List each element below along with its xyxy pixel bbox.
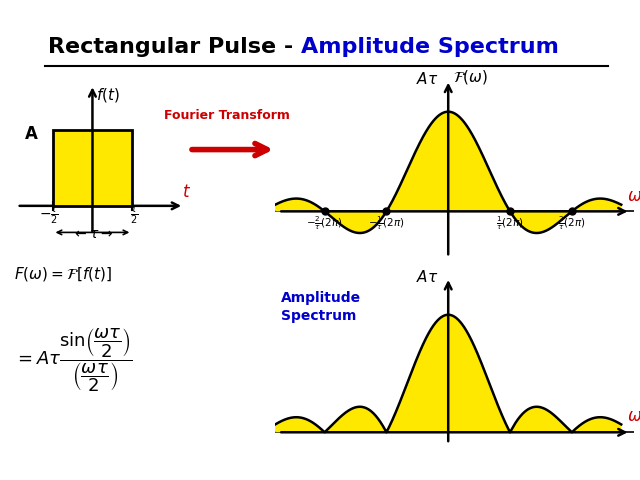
Text: $-\frac{\tau}{2}$: $-\frac{\tau}{2}$ xyxy=(39,204,58,226)
Text: Amplitude Spectrum: Amplitude Spectrum xyxy=(301,37,559,57)
Text: A: A xyxy=(25,125,38,143)
Text: $f(t)$: $f(t)$ xyxy=(95,86,120,104)
Text: $\frac{2}{\tau}(2\pi)$: $\frac{2}{\tau}(2\pi)$ xyxy=(558,215,586,232)
Text: $t$: $t$ xyxy=(182,183,191,201)
Text: Amplitude
Spectrum: Amplitude Spectrum xyxy=(282,291,362,323)
Text: $= A\tau \dfrac{\sin\!\left(\dfrac{\omega\tau}{2}\right)}{\left(\dfrac{\omega\ta: $= A\tau \dfrac{\sin\!\left(\dfrac{\omeg… xyxy=(13,327,132,395)
Text: $\omega$: $\omega$ xyxy=(627,407,640,424)
Text: $-\frac{1}{\tau}(2\pi)$: $-\frac{1}{\tau}(2\pi)$ xyxy=(368,215,404,232)
Text: $A\tau$: $A\tau$ xyxy=(417,269,439,285)
Text: $\mathcal{F}(\omega)$: $\mathcal{F}(\omega)$ xyxy=(453,68,488,86)
Text: $\frac{\tau}{2}$: $\frac{\tau}{2}$ xyxy=(130,204,138,226)
Text: $\frac{1}{\tau}(2\pi)$: $\frac{1}{\tau}(2\pi)$ xyxy=(496,215,524,232)
Text: $\leftarrow \tau \rightarrow$: $\leftarrow \tau \rightarrow$ xyxy=(72,228,113,241)
Text: Rectangular Pulse -: Rectangular Pulse - xyxy=(48,37,301,57)
Polygon shape xyxy=(52,130,132,206)
Text: $F(\omega) = \mathcal{F}\left[f(t)\right]$: $F(\omega) = \mathcal{F}\left[f(t)\right… xyxy=(13,265,111,283)
Text: $-\frac{2}{\tau}(2\pi)$: $-\frac{2}{\tau}(2\pi)$ xyxy=(307,215,343,232)
Text: $\omega$: $\omega$ xyxy=(627,187,640,205)
Text: $A\tau$: $A\tau$ xyxy=(417,71,439,87)
Text: Fourier Transform: Fourier Transform xyxy=(164,109,290,122)
